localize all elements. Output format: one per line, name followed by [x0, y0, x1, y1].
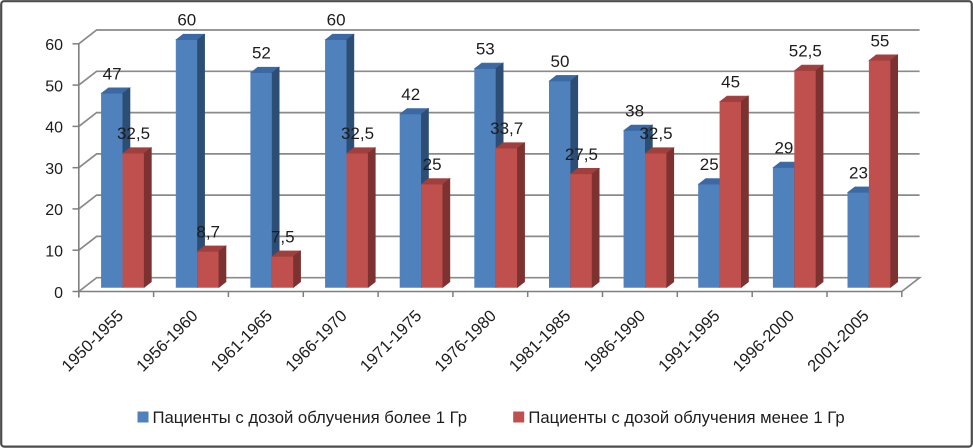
svg-text:32,5: 32,5	[639, 124, 672, 143]
svg-text:52: 52	[252, 44, 271, 63]
svg-text:60: 60	[177, 11, 196, 30]
svg-text:42: 42	[401, 85, 420, 104]
svg-text:23: 23	[849, 163, 868, 182]
svg-text:52,5: 52,5	[789, 42, 822, 61]
svg-text:25: 25	[423, 155, 442, 174]
svg-text:33,7: 33,7	[490, 119, 523, 138]
svg-text:53: 53	[476, 40, 495, 59]
svg-text:0: 0	[54, 285, 63, 302]
svg-text:47: 47	[103, 64, 122, 83]
svg-text:50: 50	[45, 78, 63, 95]
svg-text:32,5: 32,5	[341, 124, 374, 143]
svg-text:30: 30	[45, 161, 63, 178]
svg-text:45: 45	[721, 73, 740, 92]
svg-text:7,5: 7,5	[271, 227, 295, 246]
svg-text:20: 20	[45, 202, 63, 219]
svg-text:55: 55	[870, 31, 889, 50]
svg-text:60: 60	[327, 11, 346, 30]
svg-text:50: 50	[551, 52, 570, 71]
svg-text:8,7: 8,7	[196, 222, 220, 241]
svg-text:29: 29	[774, 139, 793, 158]
svg-text:32,5: 32,5	[117, 124, 150, 143]
svg-text:25: 25	[700, 155, 719, 174]
svg-text:60: 60	[45, 37, 63, 54]
svg-text:38: 38	[625, 101, 644, 120]
svg-text:Пациенты с дозой облучения бол: Пациенты с дозой облучения более 1 Гр	[153, 408, 468, 427]
svg-text:27,5: 27,5	[565, 145, 598, 164]
svg-text:40: 40	[45, 120, 63, 137]
svg-text:Пациенты с дозой облучения мен: Пациенты с дозой облучения менее 1 Гр	[528, 408, 844, 427]
svg-text:10: 10	[45, 244, 63, 261]
